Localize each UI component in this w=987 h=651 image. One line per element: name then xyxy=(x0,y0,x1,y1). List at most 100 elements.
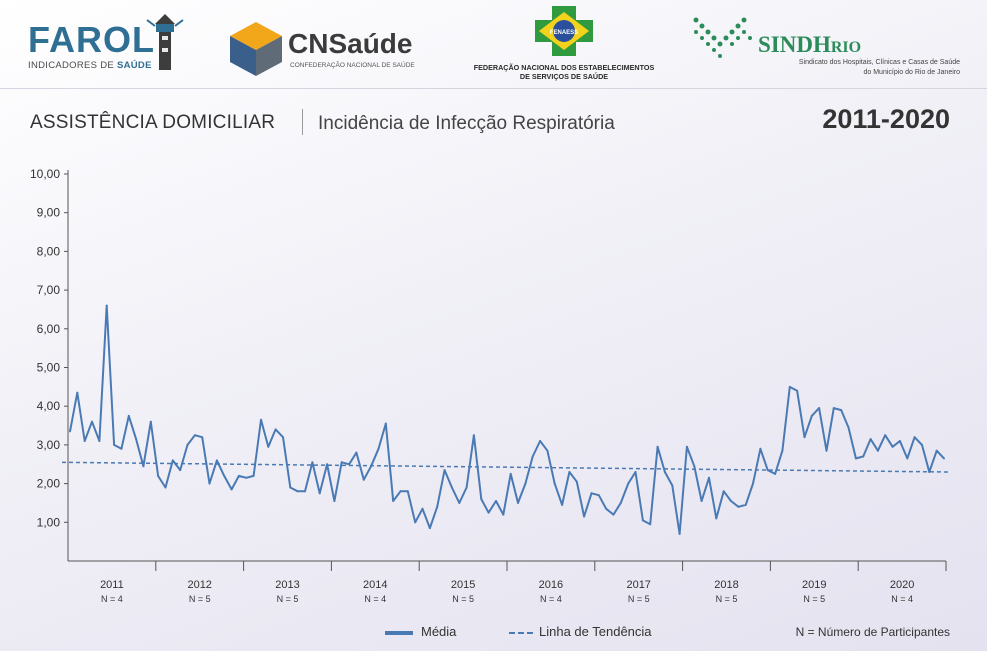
y-tick-label: 2,00 xyxy=(37,477,61,491)
data-point xyxy=(282,436,284,439)
data-point xyxy=(127,414,130,417)
data-point xyxy=(186,443,189,446)
data-point xyxy=(913,436,916,439)
data-point xyxy=(171,459,174,462)
data-point xyxy=(656,445,659,448)
participants-label: N = 5 xyxy=(189,594,211,604)
data-point xyxy=(480,498,483,501)
data-point xyxy=(509,472,512,475)
participants-label: N = 5 xyxy=(716,594,738,604)
data-point xyxy=(223,474,226,477)
year-label: 2018 xyxy=(714,579,738,591)
data-point xyxy=(450,486,453,489)
cnsaude-subtitle: CONFEDERAÇÃO NACIONAL DE SAÚDE xyxy=(290,62,415,69)
data-point xyxy=(421,507,424,510)
data-point xyxy=(443,469,446,472)
data-point xyxy=(862,455,865,458)
data-point xyxy=(619,501,622,504)
data-point xyxy=(715,517,718,520)
data-point xyxy=(796,389,799,392)
data-point xyxy=(700,500,703,502)
data-point xyxy=(267,445,270,448)
data-point xyxy=(135,438,138,441)
participants-label: N = 5 xyxy=(277,594,299,604)
data-point xyxy=(641,519,644,522)
y-tick-label: 7,00 xyxy=(37,283,61,297)
data-point xyxy=(384,422,387,425)
data-point xyxy=(465,486,468,489)
sindhrio-dots-icon xyxy=(693,17,752,58)
data-point xyxy=(605,507,608,510)
y-tick-label: 1,00 xyxy=(37,515,61,529)
legend-item-media: Média xyxy=(385,624,456,639)
data-point xyxy=(399,490,402,493)
participants-label: N = 4 xyxy=(540,594,562,604)
participants-label: N = 5 xyxy=(628,594,650,604)
y-tick-label: 9,00 xyxy=(37,206,61,220)
data-point xyxy=(575,480,578,483)
participants-label: N = 5 xyxy=(803,594,825,604)
data-point xyxy=(340,461,343,464)
data-point xyxy=(788,385,791,388)
data-point xyxy=(458,501,461,504)
data-point xyxy=(737,505,740,508)
data-point xyxy=(179,469,182,472)
data-point xyxy=(840,409,843,412)
data-point xyxy=(472,434,475,437)
year-label: 2014 xyxy=(363,579,387,591)
y-tick-label: 10,00 xyxy=(30,167,60,181)
data-point xyxy=(377,447,380,450)
data-point xyxy=(76,391,79,394)
data-point xyxy=(891,445,894,448)
data-point xyxy=(774,472,777,475)
data-point xyxy=(289,486,292,489)
sindhrio-subtitle: Sindicato dos Hospitais, Clínicas e Casa… xyxy=(798,59,960,76)
data-point xyxy=(752,482,754,485)
section-title: ASSISTÊNCIA DOMICILIAR xyxy=(30,112,276,133)
y-tick-label: 3,00 xyxy=(37,438,61,452)
year-label: 2020 xyxy=(890,579,914,591)
farol-subtitle: INDICADORES DE SAÚDE xyxy=(28,60,152,71)
indicator-title: Incidência de Infecção Respiratória xyxy=(318,113,615,134)
year-label: 2013 xyxy=(275,579,299,591)
year-label: 2012 xyxy=(187,579,211,591)
fenaess-logo: FENAESS FEDERAÇÃO NACIONAL DOS ESTABELEC… xyxy=(464,6,664,81)
data-point xyxy=(318,492,321,495)
year-label: 2016 xyxy=(539,579,563,591)
data-point xyxy=(362,478,365,481)
data-point xyxy=(766,469,769,472)
data-point xyxy=(876,449,879,452)
data-point xyxy=(355,451,358,454)
data-point xyxy=(245,476,248,479)
trend-line xyxy=(61,461,949,473)
data-point xyxy=(561,503,564,506)
data-point xyxy=(539,440,542,442)
data-point xyxy=(201,436,204,439)
data-point xyxy=(722,490,725,493)
data-point xyxy=(663,471,666,473)
year-label: 2015 xyxy=(451,579,475,591)
fenaess-subtitle: FEDERAÇÃO NACIONAL DOS ESTABELECIMENTOS D… xyxy=(473,63,655,81)
y-tick-label: 8,00 xyxy=(37,244,61,258)
data-point xyxy=(759,447,762,450)
sindhrio-title: SINDHRIO xyxy=(758,32,862,57)
data-point xyxy=(230,488,233,491)
legend-item-trend: Linha de Tendência xyxy=(509,624,652,639)
data-point xyxy=(120,447,123,450)
data-point xyxy=(634,471,637,473)
logo-bar: FAROL INDICADORES DE SAÚDE CNSaúde CONFE… xyxy=(0,0,987,88)
data-point xyxy=(149,420,152,423)
data-point xyxy=(685,445,688,448)
data-point xyxy=(884,434,887,437)
data-point xyxy=(428,527,431,530)
data-point xyxy=(215,459,218,462)
legend-swatch-solid xyxy=(385,630,413,635)
participants-label: N = 4 xyxy=(891,594,913,604)
data-point xyxy=(678,532,681,535)
data-point xyxy=(553,482,556,485)
data-point xyxy=(649,523,652,526)
data-point xyxy=(98,440,101,442)
legend-swatch-dashed xyxy=(509,631,533,634)
data-point xyxy=(590,492,593,495)
data-point xyxy=(487,511,490,514)
